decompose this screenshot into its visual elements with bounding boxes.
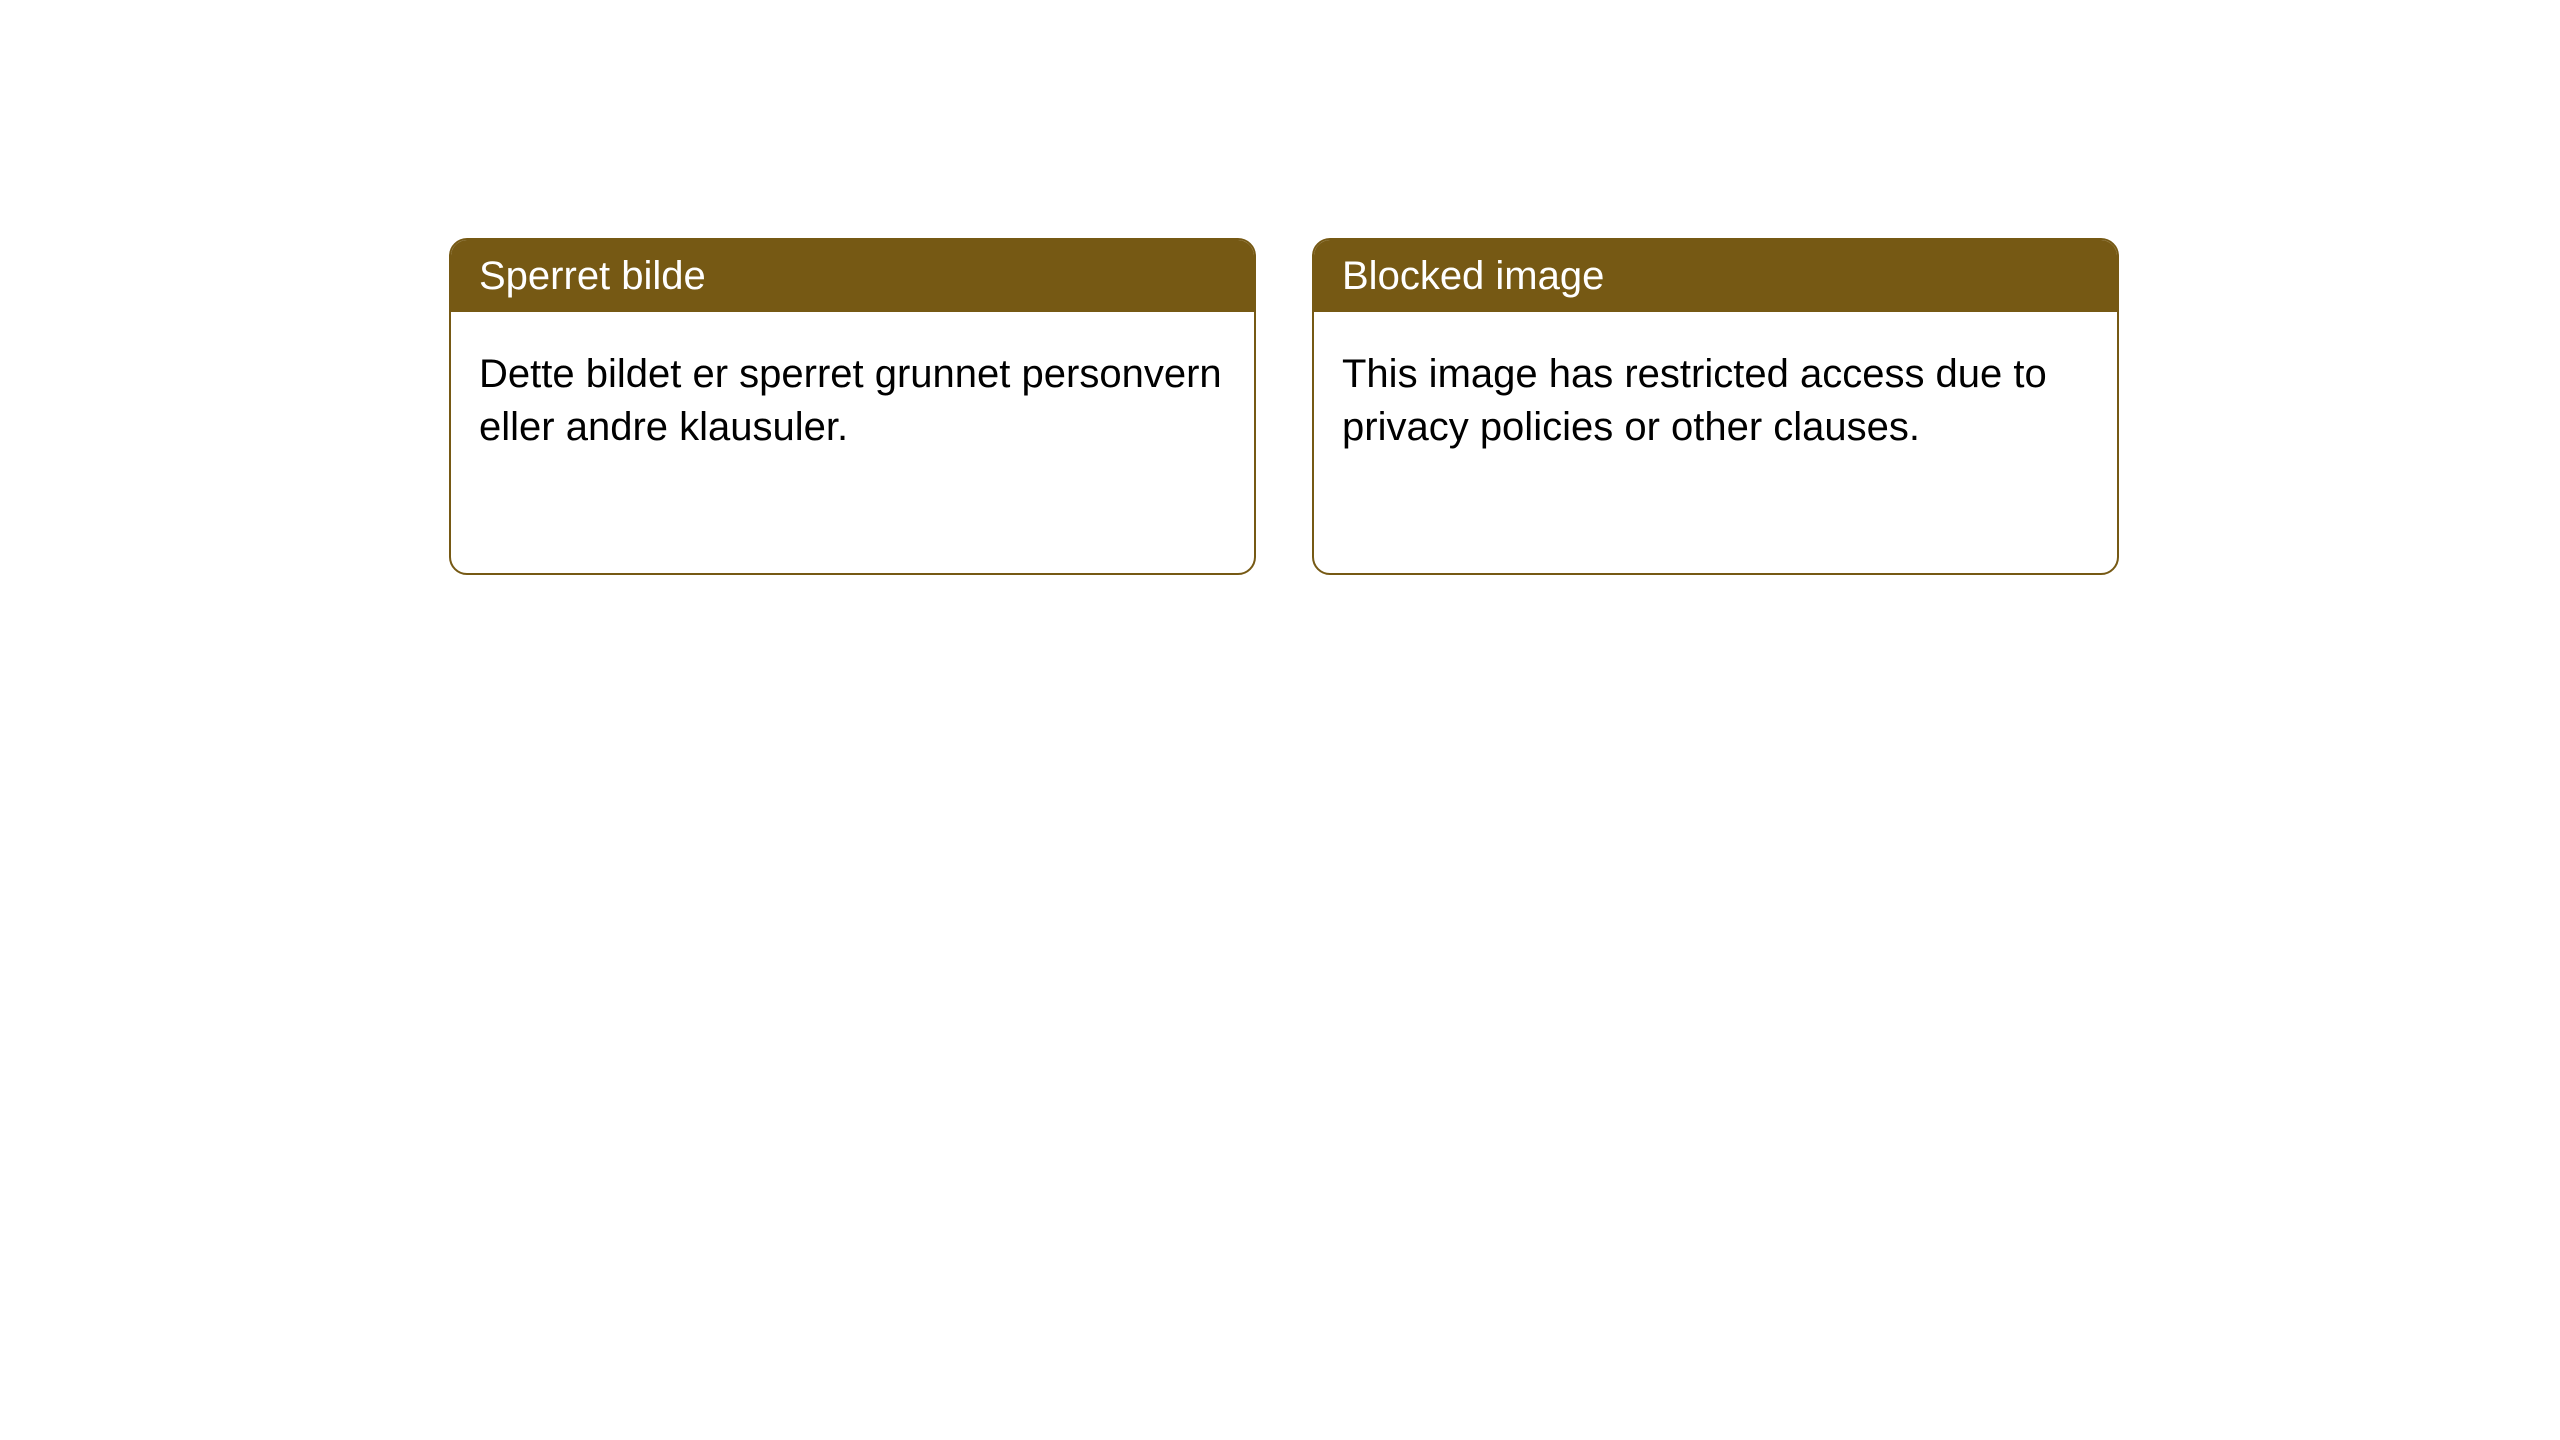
blocked-image-card-english: Blocked image This image has restricted … [1312,238,2119,575]
card-title: Sperret bilde [451,240,1254,312]
notice-container: Sperret bilde Dette bildet er sperret gr… [0,0,2560,575]
card-title: Blocked image [1314,240,2117,312]
blocked-image-card-norwegian: Sperret bilde Dette bildet er sperret gr… [449,238,1256,575]
card-body: Dette bildet er sperret grunnet personve… [451,312,1254,490]
card-body: This image has restricted access due to … [1314,312,2117,490]
